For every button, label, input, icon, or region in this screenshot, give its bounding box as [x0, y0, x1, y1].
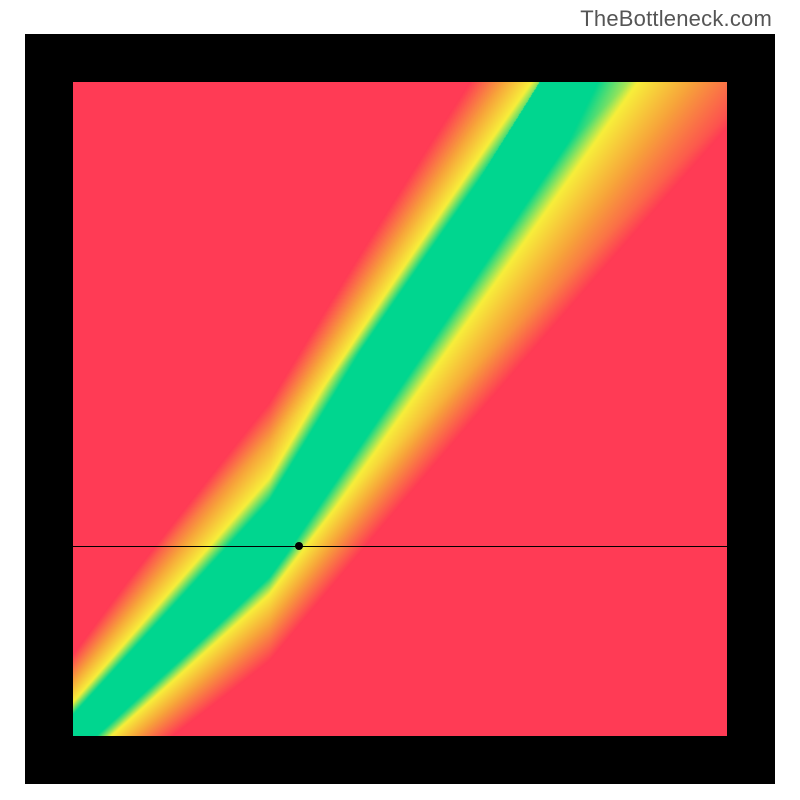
chart-frame — [25, 34, 775, 784]
heatmap-canvas — [73, 82, 727, 736]
crosshair-horizontal — [73, 546, 727, 547]
heatmap-plot — [73, 82, 727, 736]
watermark-text: TheBottleneck.com — [580, 6, 772, 32]
crosshair-marker — [295, 542, 303, 550]
